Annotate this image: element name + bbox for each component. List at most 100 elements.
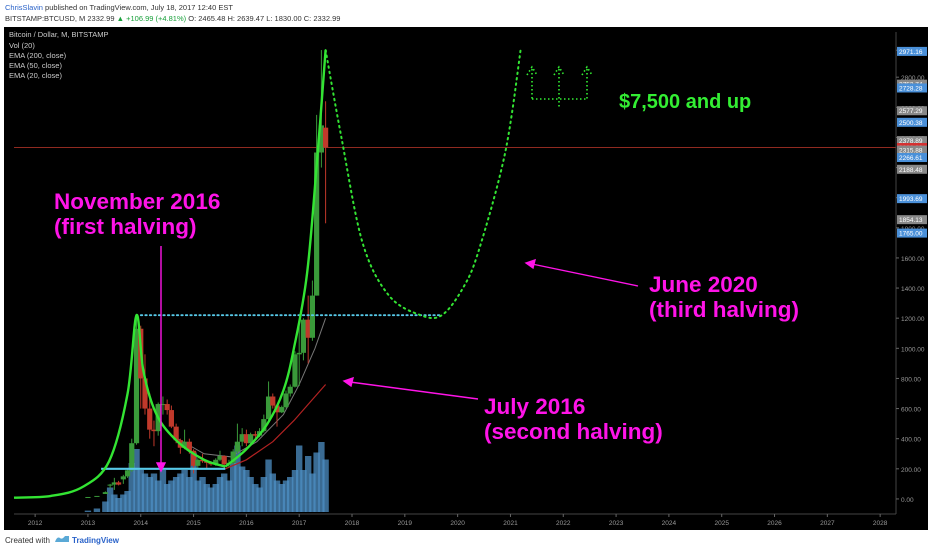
x-tick-label: 2015 [186, 520, 201, 527]
volume-bar [304, 456, 312, 512]
x-tick-label: 2023 [609, 520, 624, 527]
volume-bar [207, 487, 215, 512]
annotation-target: $7,500 and up [619, 91, 751, 113]
candle-body [195, 459, 201, 466]
candle-body [213, 459, 219, 465]
last-price: 2332.99 [87, 14, 115, 23]
y-tick-label: 2800.00 [901, 75, 925, 82]
x-tick-label: 2024 [662, 520, 677, 527]
volume-bar [186, 477, 193, 512]
candle-body [323, 127, 329, 148]
annotation-arrows [155, 246, 639, 473]
candle-body [261, 419, 267, 432]
candle-body [265, 396, 272, 420]
candle-body [248, 434, 254, 444]
volume-bar [181, 470, 188, 512]
author-link[interactable]: ChrisSlavin [5, 3, 43, 12]
tradingview-link[interactable]: TradingView [72, 536, 119, 545]
candle-body [124, 470, 131, 477]
candle-body [283, 393, 289, 408]
volume-bar [287, 477, 294, 512]
candle-body [190, 450, 197, 466]
x-tick-label: 2016 [239, 520, 254, 527]
candle-body [120, 476, 126, 480]
volume-bar [221, 473, 228, 512]
arrow-nov-head [155, 462, 167, 473]
candle-body [300, 319, 307, 353]
y-tick-label: 0.00 [901, 497, 914, 504]
price-label-text: 2577.29 [899, 108, 923, 115]
candle-body [186, 441, 192, 451]
volume-bar [93, 508, 101, 512]
candle-body [221, 456, 227, 465]
volume-bar [203, 484, 210, 512]
volume-bar [318, 442, 325, 512]
candle-body [199, 459, 206, 462]
price-label-box [897, 228, 927, 238]
price-label-box [897, 164, 927, 174]
price-chart[interactable]: 0.00 200.00 400.00 600.00 800.00 1000.00 1200.… [4, 27, 928, 530]
volume-bar [265, 459, 272, 512]
candle-body [115, 482, 122, 485]
x-tick-label: 2022 [556, 520, 571, 527]
price-label-text: 1854.13 [899, 217, 923, 224]
candle-body [243, 434, 249, 444]
annotation-june-2020: June 2020 (third halving) [649, 272, 799, 322]
symbol: BITSTAMP:BTCUSD, M [5, 14, 86, 23]
legend-ema-50[interactable]: EMA (50, close) [9, 61, 62, 70]
annotation-jun-line1: June 2020 [649, 272, 758, 297]
y-tick-label: 400.00 [901, 437, 921, 444]
annotation-jul-line1: July 2016 [484, 394, 585, 419]
legend-vol[interactable]: Vol (20) [9, 41, 35, 50]
ema-50-line [172, 318, 327, 458]
price-label-box [897, 46, 927, 56]
candle-body [102, 492, 108, 494]
volume-bar [295, 445, 303, 512]
y-tick-label: 1600.00 [901, 256, 925, 263]
volume-bar [256, 487, 263, 512]
trident-icon [526, 65, 593, 107]
annotation-jun-line2: (third halving) [649, 297, 799, 322]
price-label-box [897, 153, 927, 163]
x-tick-label: 2026 [767, 520, 782, 527]
x-tick-label: 2017 [292, 520, 307, 527]
candle-body [147, 408, 153, 430]
price-label-text: 2728.28 [899, 85, 923, 92]
annotation-november-2016: November 2016 (first halving) [54, 189, 220, 239]
price-label-box [897, 215, 927, 225]
candle-body [111, 482, 117, 485]
volume-bar [229, 463, 237, 512]
legend-ema-200[interactable]: EMA (200, close) [9, 51, 67, 60]
candle-body [230, 451, 236, 463]
price-label-text: 1993.69 [899, 196, 923, 203]
candle-body [142, 378, 148, 409]
volume-bar [150, 473, 158, 512]
candle-body [318, 125, 324, 153]
candle-body [292, 354, 298, 387]
legend-ema-20[interactable]: EMA (20, close) [9, 71, 62, 80]
volume-bar [111, 494, 118, 512]
volume-bar [168, 480, 175, 512]
volume-bar [216, 477, 224, 512]
candle-body [305, 319, 311, 338]
price-label-text: 2971.16 [899, 49, 923, 56]
y-tick-label: 1000.00 [901, 346, 925, 353]
volume-bar [154, 480, 162, 512]
candle-body [287, 386, 293, 394]
x-tick-label: 2018 [345, 520, 360, 527]
candle-body [173, 426, 179, 441]
created-with-label: Created with [5, 536, 50, 545]
price-label-text: 2500.38 [899, 120, 923, 127]
ema-200-line [225, 384, 327, 470]
candle-body [181, 441, 188, 448]
volume-bar [115, 498, 122, 512]
volume-bar [141, 473, 149, 512]
chart-canvas[interactable]: 0.00 200.00 400.00 600.00 800.00 1000.00 1200.… [4, 27, 928, 530]
candle-body [309, 295, 316, 338]
volume-bar [278, 484, 285, 512]
volume-bar [84, 510, 92, 512]
price-label-text: 2378.89 [899, 138, 923, 145]
annotation-nov-line1: November 2016 [54, 189, 220, 214]
arrow-jul-shaft [349, 381, 479, 400]
volume-bar [313, 452, 320, 512]
